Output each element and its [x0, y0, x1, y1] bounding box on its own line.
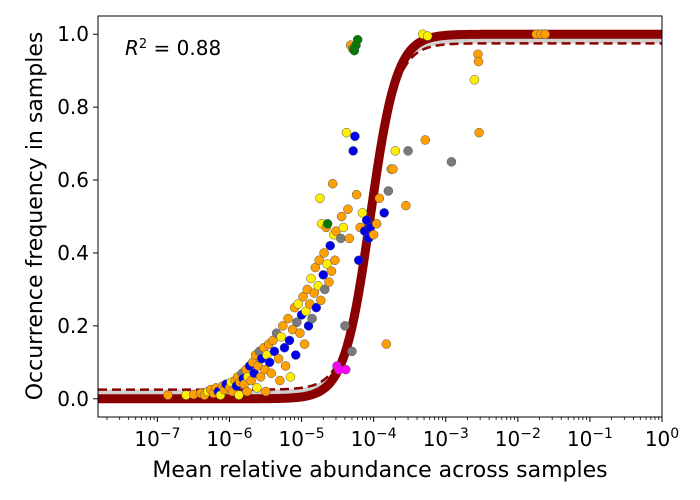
data-point: [371, 219, 382, 229]
data-point: [275, 375, 285, 386]
data-point: [252, 383, 262, 393]
data-point: [273, 353, 284, 364]
data-point: [264, 357, 275, 368]
x-axis-label: Mean relative abundance across samples: [152, 458, 607, 483]
data-point: [307, 313, 317, 324]
x-tick-label: 100: [645, 426, 679, 451]
data-point: [298, 291, 308, 302]
data-point: [401, 200, 411, 211]
data-point: [322, 259, 332, 269]
data-point: [319, 248, 329, 258]
y-tick-label: 0.0: [57, 387, 89, 411]
data-point: [420, 135, 431, 145]
y-tick-label: 0.6: [57, 168, 89, 192]
data-point: [278, 321, 288, 331]
data-point: [344, 233, 355, 244]
data-point: [379, 208, 389, 218]
y-axis-label: Occurrence frequency in samples: [23, 32, 48, 401]
data-point: [293, 299, 304, 309]
data-point: [347, 346, 357, 357]
data-point: [276, 332, 286, 342]
data-point: [318, 270, 329, 280]
y-tick-label: 0.4: [57, 241, 89, 265]
ci-lower-line: [98, 42, 662, 401]
data-point: [316, 295, 326, 306]
data-point: [336, 233, 346, 244]
data-point: [327, 178, 338, 189]
data-point: [330, 255, 340, 265]
data-point: [311, 302, 322, 313]
y-tick-label: 0.2: [57, 314, 89, 338]
y-tick-label: 1.0: [57, 22, 89, 46]
x-tick-label: 10−5: [279, 426, 325, 451]
x-tick-label: 10−4: [351, 426, 397, 451]
data-point: [336, 211, 347, 222]
x-tick-label: 10−7: [134, 426, 180, 451]
data-point: [473, 56, 484, 67]
data-point: [163, 390, 173, 400]
data-point: [242, 386, 252, 397]
y-tick-label: 0.8: [57, 95, 89, 119]
x-tick-label: 10−3: [423, 426, 469, 451]
data-point: [285, 372, 296, 382]
data-point: [290, 350, 301, 360]
data-point: [388, 164, 398, 174]
data-point: [324, 277, 334, 287]
data-point: [266, 368, 277, 378]
data-point: [474, 127, 484, 138]
x-tick-label: 10−6: [206, 426, 252, 451]
data-point: [390, 146, 401, 156]
data-point: [352, 34, 363, 45]
data-point: [279, 342, 290, 353]
data-point: [357, 208, 368, 218]
data-point: [469, 75, 480, 85]
axes: 0.0 0.2 0.4 0.6 0.8 1.0 10−7 10−6 10−5 10−4 10−3 10…: [57, 22, 679, 451]
data-point: [306, 273, 316, 284]
data-point: [446, 157, 457, 167]
data-point: [351, 189, 362, 200]
data-point: [283, 313, 293, 324]
r-squared-annotation: R2 = 0.88: [125, 36, 221, 60]
data-point: [320, 284, 330, 295]
x-tick-label: 10−2: [495, 426, 541, 451]
data-point: [381, 339, 392, 349]
ci-upper-line: [98, 32, 662, 391]
data-point: [322, 219, 333, 229]
data-point: [422, 31, 433, 41]
data-point: [341, 127, 352, 138]
data-point: [540, 29, 550, 39]
data-point: [340, 321, 350, 331]
data-point: [315, 193, 325, 204]
data-point: [280, 361, 291, 371]
data-point: [299, 339, 310, 349]
data-point: [255, 372, 266, 382]
data-point: [338, 222, 349, 233]
plot-background: [98, 16, 662, 417]
data-point: [325, 240, 335, 251]
data-point: [295, 328, 305, 338]
data-point: [269, 346, 280, 357]
data-point: [309, 288, 320, 298]
data-point: [350, 131, 360, 142]
data-point: [340, 364, 351, 375]
data-point: [284, 335, 295, 346]
data-point: [353, 255, 364, 265]
data-point: [374, 193, 385, 204]
scatter-points: [163, 29, 550, 400]
data-point: [261, 386, 271, 397]
data-point: [403, 146, 413, 156]
data-point: [326, 266, 337, 276]
data-point: [383, 186, 394, 196]
plot-frame: [97, 15, 663, 418]
data-point: [234, 390, 244, 400]
x-tick-label: 10−1: [567, 426, 613, 451]
data-point: [343, 204, 353, 214]
data-point: [292, 317, 302, 327]
data-point: [314, 255, 324, 265]
data-point: [348, 146, 358, 156]
data-point: [368, 229, 379, 240]
